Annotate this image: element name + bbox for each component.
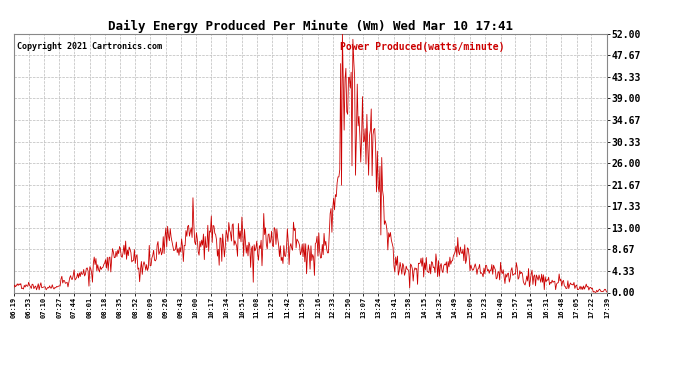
Text: Power Produced(watts/minute): Power Produced(watts/minute) <box>340 42 504 51</box>
Title: Daily Energy Produced Per Minute (Wm) Wed Mar 10 17:41: Daily Energy Produced Per Minute (Wm) We… <box>108 20 513 33</box>
Text: Copyright 2021 Cartronics.com: Copyright 2021 Cartronics.com <box>17 42 161 51</box>
